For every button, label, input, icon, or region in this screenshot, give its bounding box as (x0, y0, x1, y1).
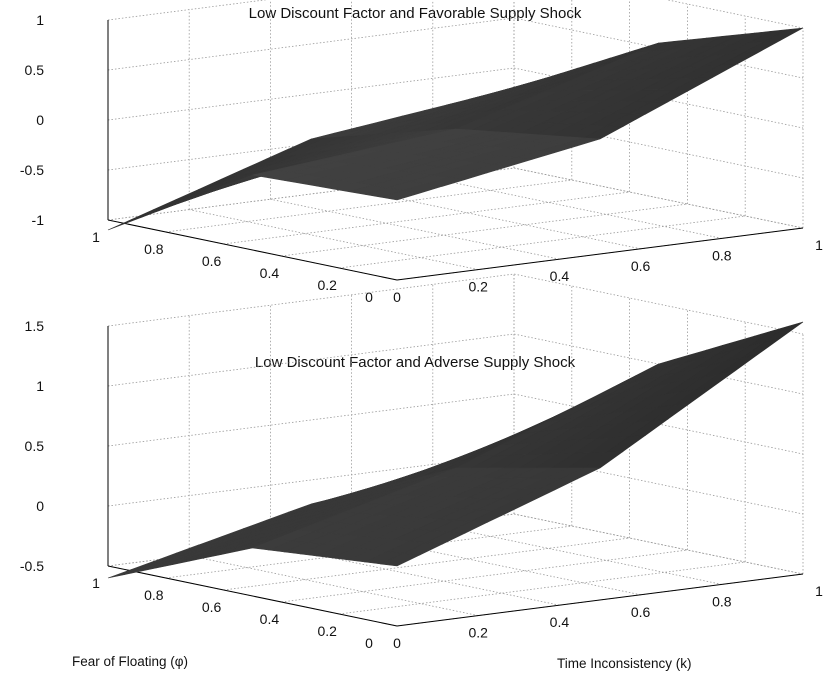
k-tick-label: 0.6 (631, 604, 651, 620)
k-tick-label: 0.2 (468, 625, 488, 641)
phi-tick-label: 0.6 (202, 253, 222, 269)
floor-gridline-phi (339, 215, 746, 269)
wall-gridline-horizontal (107, 453, 804, 515)
phi-tick-label: 1 (92, 575, 100, 591)
surface-plot-adverse: Low Discount Factor and Adverse Supply S… (20, 273, 823, 651)
wall-gridline-horizontal (107, 513, 804, 575)
z-tick-label: 0 (36, 112, 44, 128)
z-tick-label: 0.5 (25, 62, 45, 78)
phi-axis-line (107, 565, 398, 627)
surface-plot-favorable: Low Discount Factor and Favorable Supply… (20, 0, 823, 305)
floor-gridline-phi (223, 191, 630, 245)
phi-tick-label: 0.6 (202, 599, 222, 615)
phi-tick-label: 0 (365, 635, 373, 651)
wall-gridline-horizontal (107, 393, 804, 455)
k-tick-label: 0.4 (550, 268, 570, 284)
surface-patch (107, 566, 147, 579)
wall-gridline-horizontal (107, 167, 804, 229)
k-tick-label: 0.8 (712, 593, 732, 609)
floor-gridline-k (432, 524, 722, 585)
z-tick-label: -0.5 (20, 162, 44, 178)
k-tick-label: 1 (815, 237, 823, 253)
surface-patch (380, 190, 420, 201)
z-tick-label: 1.5 (25, 318, 45, 334)
k-tick-label: 0.8 (712, 247, 732, 263)
floor-gridline-k (270, 198, 560, 260)
wall-gridline-horizontal (107, 273, 804, 335)
plot-title-adverse: Low Discount Factor and Adverse Supply S… (255, 354, 576, 371)
k-tick-label: 0 (393, 635, 401, 651)
k-axis-line (396, 227, 804, 281)
k-tick-label: 0.4 (550, 614, 570, 630)
plot-title-favorable: Low Discount Factor and Favorable Supply… (249, 5, 582, 22)
z-tick-label: 1 (36, 12, 44, 28)
floor-gridline-k (432, 178, 722, 239)
z-tick-label: -0.5 (20, 558, 44, 574)
k-axis-line (396, 573, 804, 627)
wall-gridline-horizontal (107, 117, 804, 179)
phi-tick-label: 0.8 (144, 241, 164, 257)
z-tick-label: 0.5 (25, 438, 45, 454)
floor-gridline-phi (281, 203, 688, 257)
grid-lines-adverse (107, 273, 804, 627)
grid-lines-favorable (107, 0, 804, 281)
k-tick-label: 0.6 (631, 258, 651, 274)
phi-tick-label: 0.4 (260, 265, 280, 281)
surface-mesh-favorable (107, 27, 804, 231)
wall-gridline-horizontal (107, 0, 804, 29)
floor-gridline-k (189, 209, 479, 270)
phi-tick-label: 0.4 (260, 611, 280, 627)
phi-tick-label: 0.2 (317, 277, 337, 293)
k-tick-label: 1 (815, 583, 823, 599)
floor-gridline-k (189, 555, 479, 616)
phi-tick-label: 0 (365, 289, 373, 305)
surface-mesh-adverse (107, 321, 804, 579)
tick-labels-favorable: 0 0.2 0.4 0.6 0.8 1 0 0.2 0.4 0.6 0.8 1 -1 -0.5 0 0.5 1 (20, 12, 823, 305)
phi-axis-label: Fear of Floating (φ) (72, 654, 188, 669)
phi-tick-label: 1 (92, 229, 100, 245)
k-tick-label: 0 (393, 289, 401, 305)
z-tick-label: 1 (36, 378, 44, 394)
phi-tick-label: 0.8 (144, 587, 164, 603)
phi-axis-line (107, 219, 398, 281)
z-tick-label: 0 (36, 498, 44, 514)
tick-labels-adverse: 0 0.2 0.4 0.6 0.8 1 0 0.2 0.4 0.6 0.8 1 -0.5 0 0.5 1 1.5 (20, 318, 823, 651)
z-tick-label: -1 (32, 212, 45, 228)
surface-patch (379, 552, 421, 567)
k-tick-label: 0.2 (468, 279, 488, 295)
phi-tick-label: 0.2 (317, 623, 337, 639)
wall-gridline-horizontal (107, 67, 804, 129)
floor-gridline-phi (339, 561, 746, 615)
k-axis-label: Time Inconsistency (k) (557, 656, 692, 671)
